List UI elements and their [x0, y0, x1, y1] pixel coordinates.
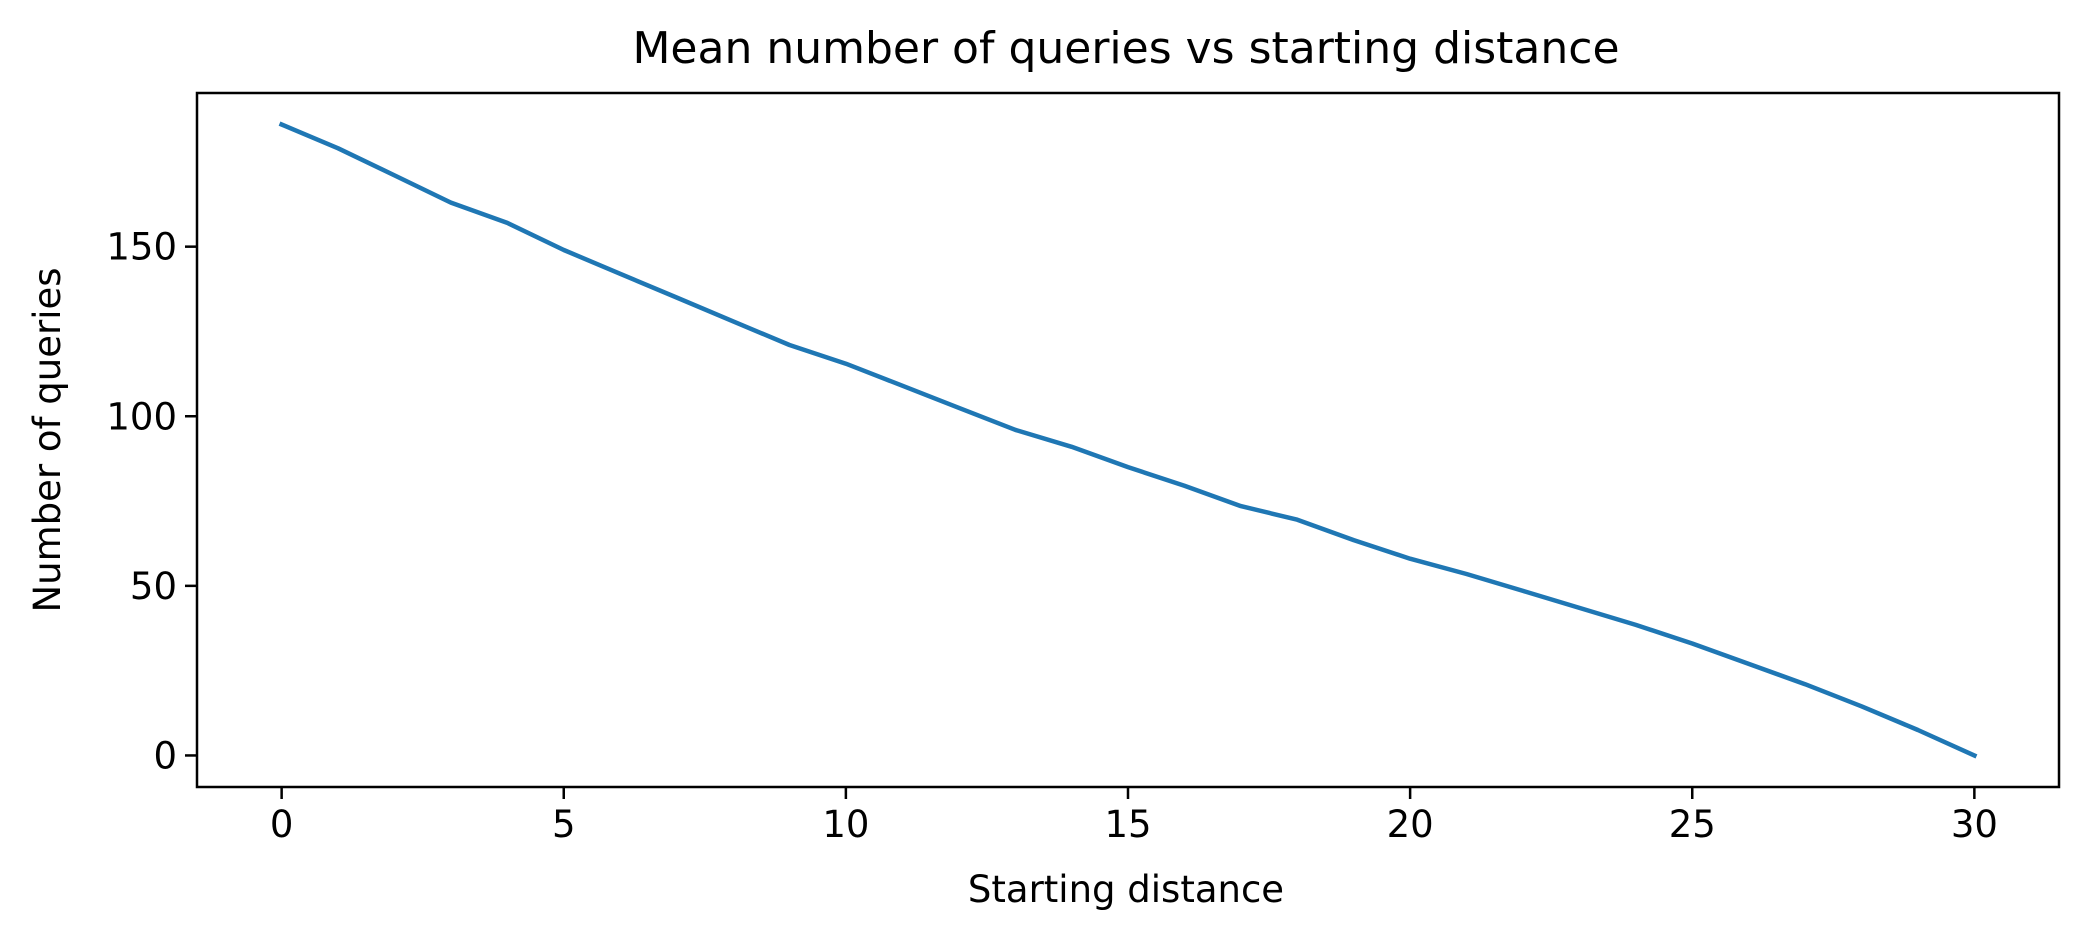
plot-area: [278, 121, 1978, 759]
x-tick-label: 0: [270, 803, 294, 846]
y-tick-label: 150: [106, 226, 177, 269]
x-tick-label: 20: [1387, 803, 1434, 846]
x-tick-label: 25: [1669, 803, 1716, 846]
y-tick-label: 50: [130, 565, 177, 608]
series-line-0: [278, 121, 1978, 759]
y-axis-label: Number of queries: [26, 267, 69, 612]
x-tick-label: 15: [1104, 803, 1151, 846]
y-tick-label: 100: [106, 395, 177, 438]
x-tick-label: 10: [822, 803, 869, 846]
x-tick-label: 30: [1951, 803, 1998, 846]
x-axis-label: Starting distance: [968, 868, 1284, 911]
y-axis: 0 50 100 150: [106, 226, 197, 777]
y-tick-label: 0: [153, 734, 177, 777]
x-tick-label: 5: [552, 803, 576, 846]
chart-title: Mean number of queries vs starting dista…: [632, 23, 1619, 74]
x-axis: 0 5 10 15 20 25 30: [270, 787, 1998, 846]
